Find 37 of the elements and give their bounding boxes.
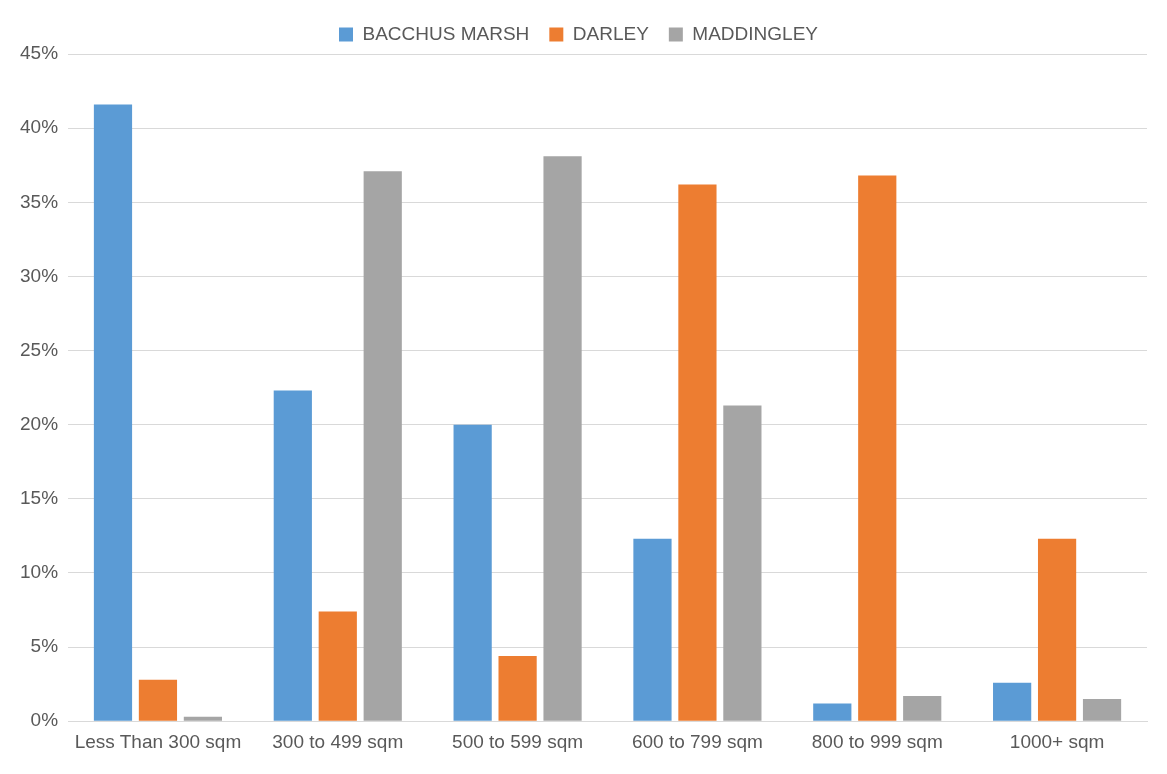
y-tick-label: 15% <box>20 487 59 509</box>
legend-label: BACCHUS MARSH <box>362 22 530 44</box>
bar <box>498 655 537 721</box>
bar <box>903 696 942 721</box>
x-tick-label: 500 to 599 sqm <box>452 730 584 752</box>
x-tick-label: 600 to 799 sqm <box>631 730 763 752</box>
bar <box>138 679 178 721</box>
bar <box>543 156 582 721</box>
bar <box>363 171 402 721</box>
bar <box>858 175 897 721</box>
bar <box>183 716 223 721</box>
legend-label: DARLEY <box>572 22 650 44</box>
y-tick-label: 30% <box>20 264 59 286</box>
y-tick-label: 40% <box>20 116 59 138</box>
y-tick-label: 35% <box>20 190 59 212</box>
bar <box>93 104 133 721</box>
bar <box>1037 538 1077 721</box>
y-tick-label: 0% <box>30 709 59 731</box>
y-tick-label: 25% <box>20 338 59 360</box>
bar <box>453 424 492 721</box>
bar <box>1082 698 1122 721</box>
y-tick-label: 20% <box>20 412 59 434</box>
bar <box>633 538 672 721</box>
bar <box>273 390 312 721</box>
x-tick-label: 300 to 499 sqm <box>272 730 404 752</box>
legend-label: MADDINGLEY <box>692 22 819 44</box>
bar <box>678 184 717 721</box>
bar <box>813 703 852 721</box>
bar <box>993 682 1032 721</box>
y-tick-label: 10% <box>20 561 59 583</box>
bar <box>318 611 357 721</box>
bar <box>723 405 762 721</box>
x-tick-label: Less Than 300 sqm <box>74 730 242 752</box>
y-tick-label: 5% <box>30 635 59 657</box>
x-tick-label: 1000+ sqm <box>1009 730 1105 752</box>
x-tick-label: 800 to 999 sqm <box>811 730 943 752</box>
y-tick-label: 45% <box>20 42 59 64</box>
